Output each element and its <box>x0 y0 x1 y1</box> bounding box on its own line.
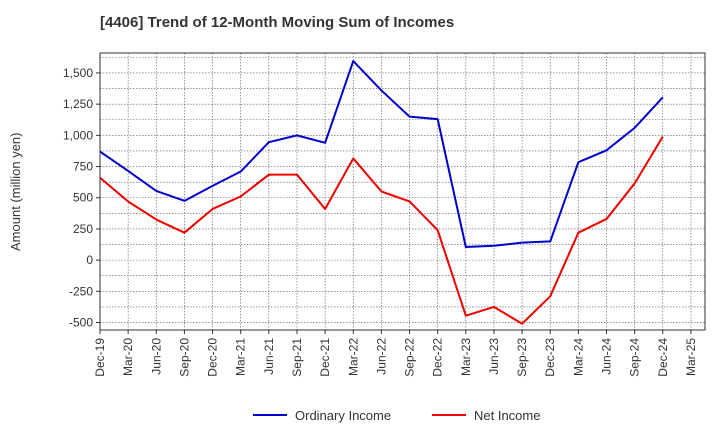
x-tick-label: Mar-24 <box>571 338 585 376</box>
x-tick-label: Mar-25 <box>684 338 698 376</box>
y-axis-ticks: 1,500 1,250 1,000 750 500 250 0 -250 -500 <box>63 66 100 330</box>
x-tick-label: Mar-22 <box>346 338 360 376</box>
y-tick-label: 1,500 <box>63 66 93 80</box>
y-tick-label: 250 <box>73 222 93 236</box>
y-tick-label: 0 <box>86 253 93 267</box>
y-tick-label: 1,000 <box>63 128 93 142</box>
x-tick-label: Dec-24 <box>656 338 670 377</box>
x-tick-label: Sep-20 <box>177 338 191 377</box>
net-income-line <box>99 136 664 325</box>
x-tick-label: Mar-20 <box>121 338 135 376</box>
x-tick-label: Jun-22 <box>374 338 388 375</box>
chart-title: [4406] Trend of 12-Month Moving Sum of I… <box>100 14 455 31</box>
x-tick-label: Sep-24 <box>628 338 642 377</box>
x-tick-label: Sep-21 <box>290 338 304 377</box>
x-tick-label: Mar-23 <box>459 338 473 376</box>
x-tick-label: Dec-19 <box>93 338 107 377</box>
legend-label-ordinary-income: Ordinary Income <box>295 408 391 423</box>
plot-area <box>100 53 705 330</box>
x-tick-label: Sep-22 <box>403 338 417 377</box>
x-tick-label: Jun-24 <box>600 338 614 375</box>
series-lines <box>99 60 664 325</box>
grid-lines <box>100 53 705 330</box>
x-tick-label: Dec-20 <box>206 338 220 377</box>
y-tick-label: -250 <box>69 284 93 298</box>
y-tick-label: 500 <box>73 191 93 205</box>
y-tick-label: -500 <box>69 316 93 330</box>
x-tick-label: Dec-23 <box>543 338 557 377</box>
y-tick-label: 1,250 <box>63 97 93 111</box>
y-tick-label: 750 <box>73 160 93 174</box>
legend: Ordinary Income Net Income <box>253 408 540 423</box>
x-tick-label: Mar-21 <box>234 338 248 376</box>
x-tick-label: Jun-21 <box>262 338 276 375</box>
legend-label-net-income: Net Income <box>474 408 540 423</box>
x-tick-label: Dec-21 <box>318 338 332 377</box>
x-tick-label: Sep-23 <box>515 338 529 377</box>
plot-border <box>99 52 706 331</box>
ordinary-income-line <box>99 60 664 249</box>
x-tick-label: Jun-20 <box>149 338 163 375</box>
x-tick-label: Dec-22 <box>431 338 445 377</box>
x-axis-ticks: Dec-19 Mar-20 Jun-20 Sep-20 Dec-20 Mar-21 Jun-… <box>93 330 698 377</box>
x-tick-label: Jun-23 <box>487 338 501 375</box>
